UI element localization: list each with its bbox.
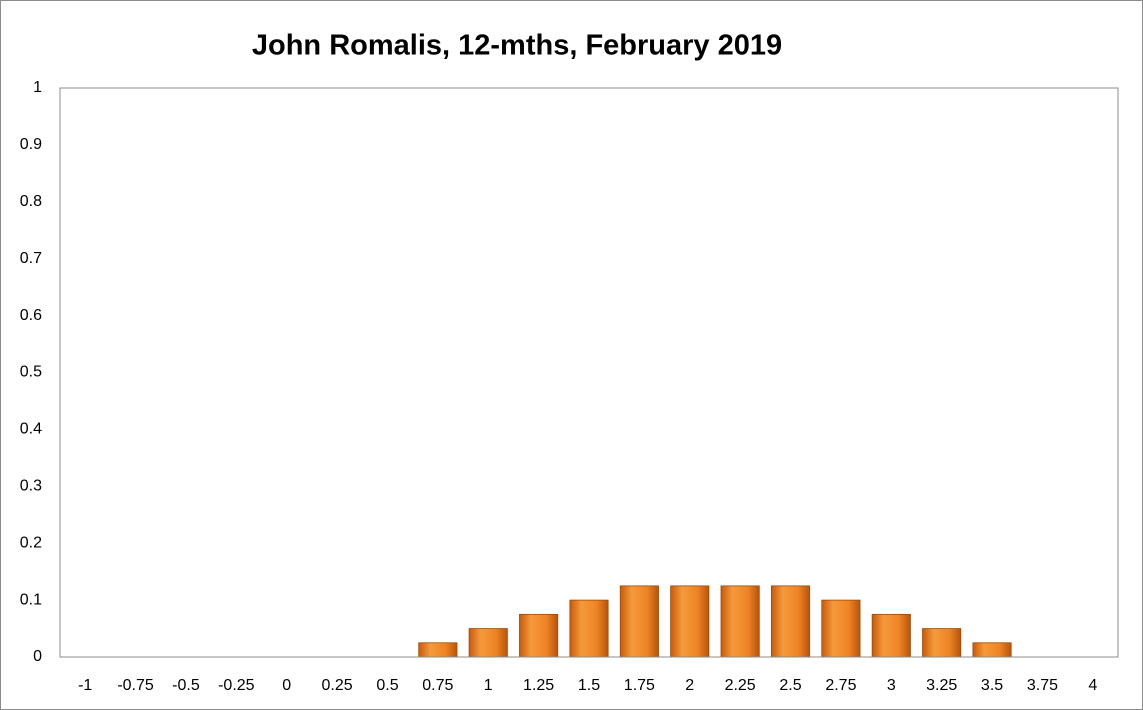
x-tick-label: -0.25 <box>218 677 255 694</box>
y-tick-label: 0 <box>33 648 42 665</box>
chart-title: John Romalis, 12-mths, February 2019 <box>252 30 782 62</box>
bar <box>519 613 559 658</box>
bar <box>821 599 861 658</box>
x-tick-label: 1.25 <box>523 677 554 694</box>
x-tick-label: 3.5 <box>981 677 1003 694</box>
bar <box>418 642 458 658</box>
y-tick-label: 1 <box>33 79 42 96</box>
bar <box>619 585 659 658</box>
bar <box>972 642 1012 658</box>
x-tick-label: 0.25 <box>322 677 353 694</box>
y-tick-label: 0.7 <box>20 250 42 267</box>
x-tick-label: 2.5 <box>779 677 801 694</box>
x-tick-label: -1 <box>78 677 92 694</box>
x-tick-label: 0.75 <box>422 677 453 694</box>
x-tick-label: 2 <box>685 677 694 694</box>
x-tick-label: 1.5 <box>578 677 600 694</box>
x-tick-label: 0.5 <box>376 677 398 694</box>
bar <box>922 628 962 658</box>
x-tick-label: 3 <box>887 677 896 694</box>
x-tick-label: 3.25 <box>926 677 957 694</box>
x-tick-label: 2.25 <box>725 677 756 694</box>
x-tick-label: 2.75 <box>825 677 856 694</box>
y-tick-label: 0.9 <box>20 136 42 153</box>
x-tick-label: 4 <box>1088 677 1097 694</box>
y-tick-label: 0.1 <box>20 591 42 608</box>
x-tick-label: 0 <box>282 677 291 694</box>
bar <box>871 613 911 658</box>
x-tick-label: 1.75 <box>624 677 655 694</box>
x-tick-label: -0.5 <box>172 677 200 694</box>
x-tick-label: -0.75 <box>117 677 154 694</box>
y-tick-label: 0.6 <box>20 307 42 324</box>
bar <box>468 628 508 658</box>
y-tick-label: 0.5 <box>20 364 42 381</box>
y-tick-label: 0.4 <box>20 421 42 438</box>
x-tick-label: 3.75 <box>1027 677 1058 694</box>
bar <box>770 585 811 658</box>
bar <box>569 599 609 658</box>
y-tick-label: 0.2 <box>20 534 42 551</box>
y-tick-label: 0.8 <box>20 193 42 210</box>
x-tick-label: 1 <box>484 677 493 694</box>
y-tick-label: 0.3 <box>20 478 42 495</box>
bar <box>720 585 760 658</box>
bar <box>670 585 710 658</box>
